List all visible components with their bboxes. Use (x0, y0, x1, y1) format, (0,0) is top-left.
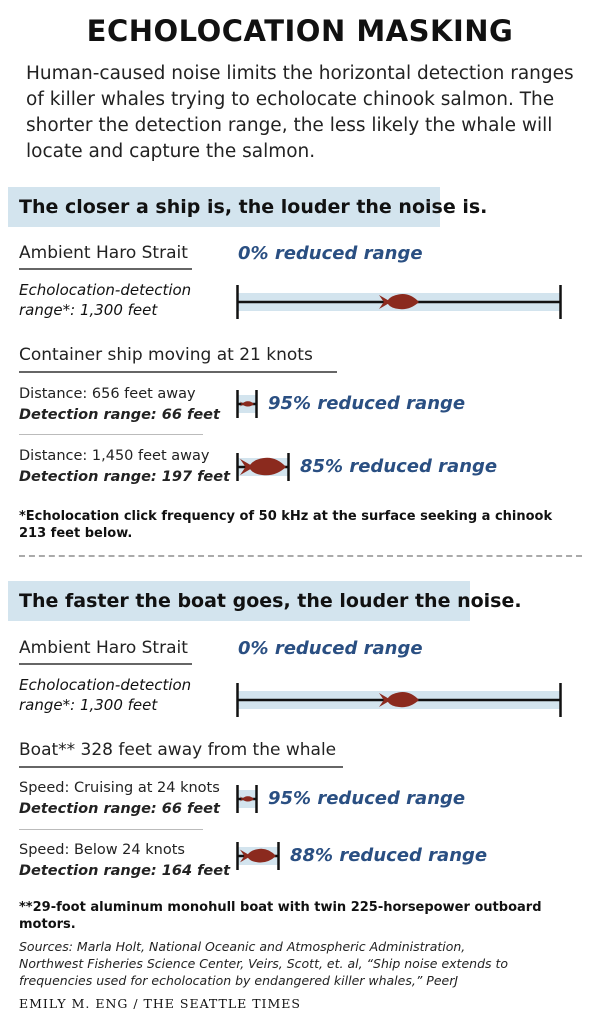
section1-ambient-rule (19, 268, 192, 270)
section-divider (19, 555, 582, 557)
section2-row1-reduced: 95% reduced range (268, 788, 466, 809)
section1-row2-reduced: 85% reduced range (300, 456, 498, 477)
section1-row2-range-bar (236, 453, 290, 481)
section1-row1-range-bar (236, 390, 258, 418)
section1-row1-reduced: 95% reduced range (268, 393, 466, 414)
section2-ambient-note-2: range*: 1,300 feet (19, 696, 158, 714)
section1-ambient-note-2: range*: 1,300 feet (19, 301, 158, 319)
section1-ambient-note-1: Echolocation-detection (19, 281, 192, 299)
section1-footnote-2: 213 feet below. (19, 526, 133, 541)
section2-footnote: **29-foot aluminum monohull boat with tw… (19, 900, 542, 932)
section1-footnote-1: *Echolocation click frequency of 50 kHz … (19, 509, 553, 524)
sources-line-3: frequencies used for echolocation by end… (19, 973, 459, 988)
section1-row2-distance: Distance: 1,450 feet away (19, 448, 210, 464)
credit-line: EMILY M. ENG / THE SEATTLE TIMES (19, 996, 301, 1011)
section1-ambient-reduced: 0% reduced range (238, 243, 423, 264)
section2-row2-reduced: 88% reduced range (290, 845, 488, 866)
section2-ambient-note-1: Echolocation-detection (19, 676, 192, 694)
section2-ambient-label: Ambient Haro Strait (19, 638, 188, 658)
section2-ambient-range-bar (236, 683, 562, 717)
section1-row1-distance: Distance: 656 feet away (19, 386, 196, 402)
salmon-icon (240, 457, 286, 476)
section2-ambient-reduced: 0% reduced range (238, 638, 423, 659)
salmon-icon (379, 692, 419, 708)
salmon-icon (379, 294, 419, 310)
section2-row1-range-bar (236, 785, 258, 813)
section1-row1-detection: Detection range: 66 feet (19, 407, 220, 423)
section1-row2-detection: Detection range: 197 feet (19, 469, 231, 485)
section2-source-label: Boat** 328 feet away from the whale (19, 740, 337, 760)
section1-source-label: Container ship moving at 21 knots (19, 345, 313, 365)
section1-heading-band (8, 187, 440, 227)
salmon-icon (240, 796, 254, 802)
row-divider (19, 434, 203, 435)
salmon-icon (240, 848, 276, 863)
section1-ambient-range-bar (236, 285, 562, 319)
section2-heading: The faster the boat goes, the louder the… (19, 590, 522, 612)
section1-heading: The closer a ship is, the louder the noi… (19, 196, 488, 218)
section1-ambient-label: Ambient Haro Strait (19, 243, 188, 263)
section2-row2-range-bar (236, 842, 280, 870)
sources-line-2: Northwest Fisheries Science Center, Veir… (19, 956, 509, 971)
section2-heading-band (8, 581, 470, 621)
section2-row1-detection: Detection range: 66 feet (19, 801, 220, 817)
sources-line-1: Sources: Marla Holt, National Oceanic an… (19, 939, 466, 954)
section2-ambient-rule (19, 663, 192, 665)
intro-text: Human-caused noise limits the horizontal… (26, 63, 574, 162)
salmon-icon (240, 401, 254, 407)
page-title: ECHOLOCATION MASKING (86, 14, 514, 48)
section1-source-rule (19, 371, 337, 373)
row-divider (19, 829, 203, 830)
section2-row2-detection: Detection range: 164 feet (19, 863, 231, 879)
section2-row1-speed: Speed: Cruising at 24 knots (19, 780, 220, 796)
section2-row2-speed: Speed: Below 24 knots (19, 842, 185, 858)
section2-source-rule (19, 766, 343, 768)
